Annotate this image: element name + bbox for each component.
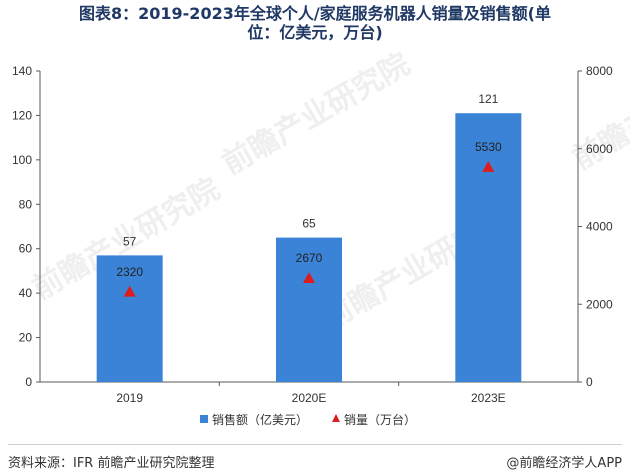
x-tick-label: 2023E — [471, 391, 506, 405]
source-note: 资料来源：IFR 前瞻产业研究院整理 — [8, 456, 215, 471]
bar-data-label: 65 — [302, 217, 316, 231]
triangle-point — [303, 272, 315, 284]
watermark-text: 前瞻产业研究院 — [217, 47, 416, 182]
y-left-tick-label: 40 — [19, 286, 33, 300]
y-left-tick-label: 80 — [19, 197, 33, 211]
y-right-tick-label: 8000 — [586, 64, 613, 78]
triangle-data-label: 2670 — [296, 251, 323, 265]
chart-title-line1: 图表8：2019-2023年全球个人/家庭服务机器人销量及销售额(单 — [79, 4, 551, 23]
legend-triangle-label: 销量（万台） — [344, 412, 416, 427]
y-right-tick-label: 4000 — [586, 220, 613, 234]
watermark-text: 前瞻产业研究院 — [567, 42, 630, 177]
y-left-tick-label: 140 — [12, 64, 32, 78]
legend-bar-swatch — [200, 415, 208, 423]
bar — [455, 113, 522, 382]
triangle-data-label: 2320 — [116, 265, 143, 279]
triangle-point — [123, 285, 136, 297]
x-tick-label: 2020E — [292, 391, 327, 405]
legend-bar-label: 销售额（亿美元） — [212, 412, 308, 427]
y-left-tick-label: 100 — [12, 153, 32, 167]
bar — [276, 237, 342, 382]
y-left-tick-label: 120 — [12, 108, 32, 122]
bar — [96, 255, 163, 382]
y-right-tick-label: 6000 — [586, 142, 613, 156]
y-right-tick-label: 0 — [586, 375, 593, 389]
triangle-data-label: 5530 — [475, 140, 502, 154]
y-left-tick-label: 0 — [25, 375, 32, 389]
triangle-point — [482, 161, 495, 172]
chart-title: 图表8：2019-2023年全球个人/家庭服务机器人销量及销售额(单 位：亿美元… — [0, 4, 630, 42]
chart-title-line2: 位：亿美元，万台) — [247, 23, 383, 42]
footer-divider — [8, 444, 622, 445]
bar-data-label: 121 — [478, 92, 498, 106]
bar-data-label: 57 — [123, 234, 137, 248]
legend: 销售额（亿美元） 销量（万台） — [200, 412, 416, 427]
brand-credit: @前瞻经济学人APP — [506, 456, 622, 471]
y-left-tick-label: 60 — [19, 242, 33, 256]
y-right-tick-label: 2000 — [586, 297, 613, 311]
legend-triangle-swatch — [332, 414, 340, 422]
x-tick-label: 2019 — [116, 391, 143, 405]
chart-marks: 57 2320 65 2670 121 5530 — [96, 92, 522, 382]
y-left-tick-label: 20 — [19, 331, 33, 345]
